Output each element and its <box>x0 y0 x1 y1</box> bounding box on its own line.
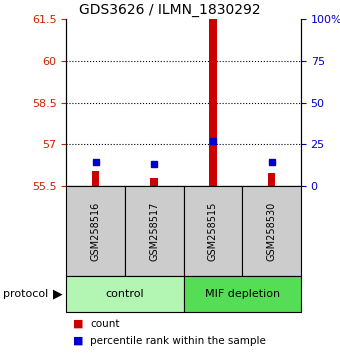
Text: protocol: protocol <box>3 289 49 299</box>
Text: ■: ■ <box>73 319 84 329</box>
Bar <box>92 171 99 186</box>
Bar <box>66 276 184 312</box>
Text: GSM258530: GSM258530 <box>267 201 276 261</box>
Text: GDS3626 / ILMN_1830292: GDS3626 / ILMN_1830292 <box>79 3 261 17</box>
Text: GSM258516: GSM258516 <box>91 201 101 261</box>
Text: percentile rank within the sample: percentile rank within the sample <box>90 336 266 346</box>
Text: ▶: ▶ <box>53 287 62 300</box>
Bar <box>151 178 158 186</box>
Text: control: control <box>106 289 144 299</box>
Bar <box>268 173 275 186</box>
Text: ■: ■ <box>73 336 84 346</box>
Text: GSM258515: GSM258515 <box>208 201 218 261</box>
Bar <box>242 186 301 276</box>
Bar <box>66 186 125 276</box>
Text: MIF depletion: MIF depletion <box>205 289 280 299</box>
Bar <box>184 186 242 276</box>
Text: count: count <box>90 319 120 329</box>
Text: GSM258517: GSM258517 <box>149 201 159 261</box>
Bar <box>184 276 301 312</box>
Bar <box>125 186 184 276</box>
Bar <box>209 19 217 186</box>
